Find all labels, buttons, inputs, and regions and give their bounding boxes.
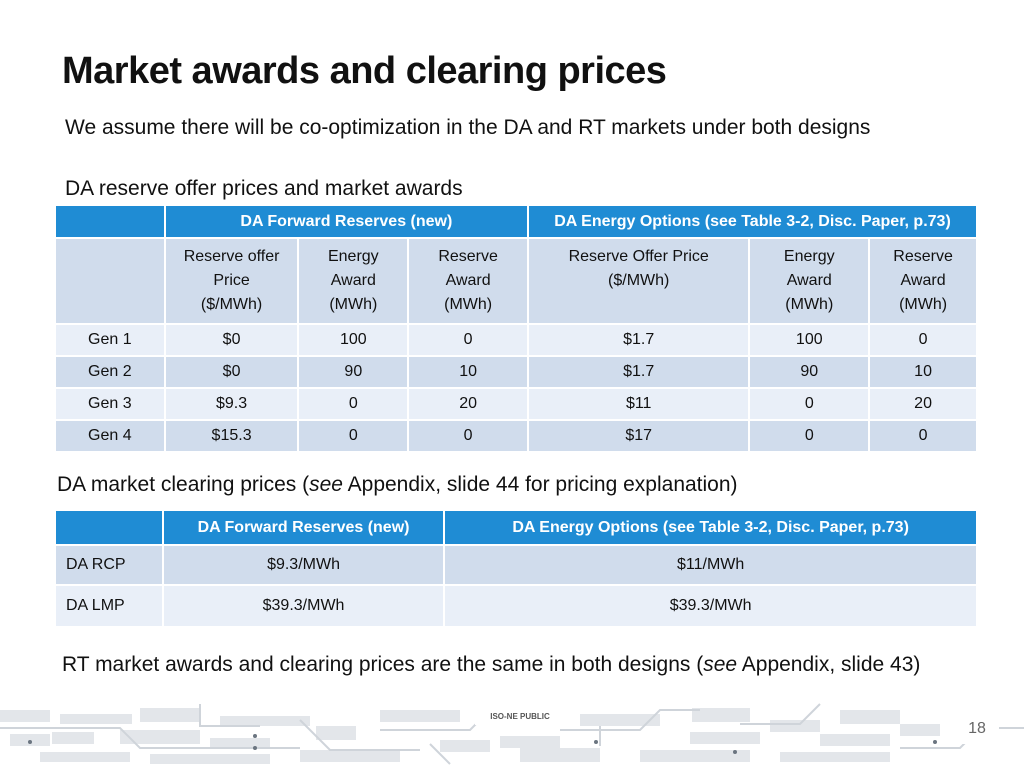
table-cell: $0 (163, 355, 300, 389)
row-label: Gen 4 (54, 419, 166, 453)
table-subheader-row: Reserve offer Price ($/MWh) Energy Award (MW… (54, 237, 978, 325)
table-corner-cell (54, 509, 164, 546)
table-cell: 10 (868, 355, 978, 389)
row-label: Gen 3 (54, 387, 166, 421)
table-cell: 90 (748, 355, 871, 389)
row-label: DA RCP (54, 544, 164, 586)
table-cell: 0 (297, 419, 410, 453)
table-cell: $9.3 (163, 387, 300, 421)
table-cell: $11 (526, 387, 751, 421)
column-header: DA Forward Reserves (new) (161, 509, 446, 546)
table-corner-cell (54, 237, 166, 325)
column-group-header: DA Energy Options (see Table 3-2, Disc. … (527, 204, 978, 239)
table-cell: 0 (868, 323, 978, 357)
column-header: Reserve Offer Price ($/MWh) (526, 237, 751, 325)
slide-subtitle: We assume there will be co-optimization … (65, 116, 871, 139)
row-label: DA LMP (54, 584, 164, 628)
table-cell: 0 (748, 419, 871, 453)
column-group-header: DA Forward Reserves (new) (163, 204, 530, 239)
table-cell: 100 (297, 323, 410, 357)
table-cell: $15.3 (163, 419, 300, 453)
table-row: Gen 4 $15.3 0 0 $17 0 0 (54, 419, 978, 453)
table-cell: 10 (407, 355, 529, 389)
column-header: Reserve Award (MWh) (868, 237, 978, 325)
table-cell: 20 (868, 387, 978, 421)
circuit-pattern-footer (0, 703, 1024, 765)
table-row: Gen 2 $0 90 10 $1.7 90 10 (54, 355, 978, 389)
table-cell: $1.7 (526, 355, 751, 389)
table-cell: 100 (748, 323, 871, 357)
table-cell: 0 (407, 323, 529, 357)
table-cell: 0 (297, 387, 410, 421)
section-rt-market-note: RT market awards and clearing prices are… (62, 653, 921, 676)
classification-label: ISO-NE PUBLIC (475, 709, 565, 725)
table-cell: 0 (868, 419, 978, 453)
section-heading-reserve-offers: DA reserve offer prices and market award… (65, 177, 463, 200)
row-label: Gen 2 (54, 355, 166, 389)
table-cell: $11/MWh (443, 544, 978, 586)
column-header: Energy Award (MWh) (297, 237, 410, 325)
table-header-row: DA Forward Reserves (new) DA Energy Opti… (54, 509, 978, 546)
clearing-prices-table: DA Forward Reserves (new) DA Energy Opti… (54, 509, 978, 628)
table-cell: $9.3/MWh (161, 544, 446, 586)
row-label: Gen 1 (54, 323, 166, 357)
table-row: DA RCP $9.3/MWh $11/MWh (54, 544, 978, 586)
table-cell: 90 (297, 355, 410, 389)
table-cell: $17 (526, 419, 751, 453)
table-cell: $0 (163, 323, 300, 357)
slide-title: Market awards and clearing prices (62, 50, 667, 92)
table-corner-cell (54, 204, 166, 239)
reserve-offers-table: DA Forward Reserves (new) DA Energy Opti… (54, 204, 978, 453)
table-row: DA LMP $39.3/MWh $39.3/MWh (54, 584, 978, 628)
table-row: Gen 1 $0 100 0 $1.7 100 0 (54, 323, 978, 357)
table-cell: 0 (748, 387, 871, 421)
column-header: Energy Award (MWh) (748, 237, 871, 325)
section-heading-clearing-prices: DA market clearing prices (see Appendix,… (57, 473, 738, 496)
table-cell: $1.7 (526, 323, 751, 357)
table-cell: 0 (407, 419, 529, 453)
column-header: Reserve Award (MWh) (407, 237, 529, 325)
page-number: 18 (955, 714, 999, 744)
table-header-row: DA Forward Reserves (new) DA Energy Opti… (54, 204, 978, 239)
table-cell: $39.3/MWh (161, 584, 446, 628)
column-header: DA Energy Options (see Table 3-2, Disc. … (443, 509, 978, 546)
column-header: Reserve offer Price ($/MWh) (163, 237, 300, 325)
table-cell: 20 (407, 387, 529, 421)
table-row: Gen 3 $9.3 0 20 $11 0 20 (54, 387, 978, 421)
table-cell: $39.3/MWh (443, 584, 978, 628)
